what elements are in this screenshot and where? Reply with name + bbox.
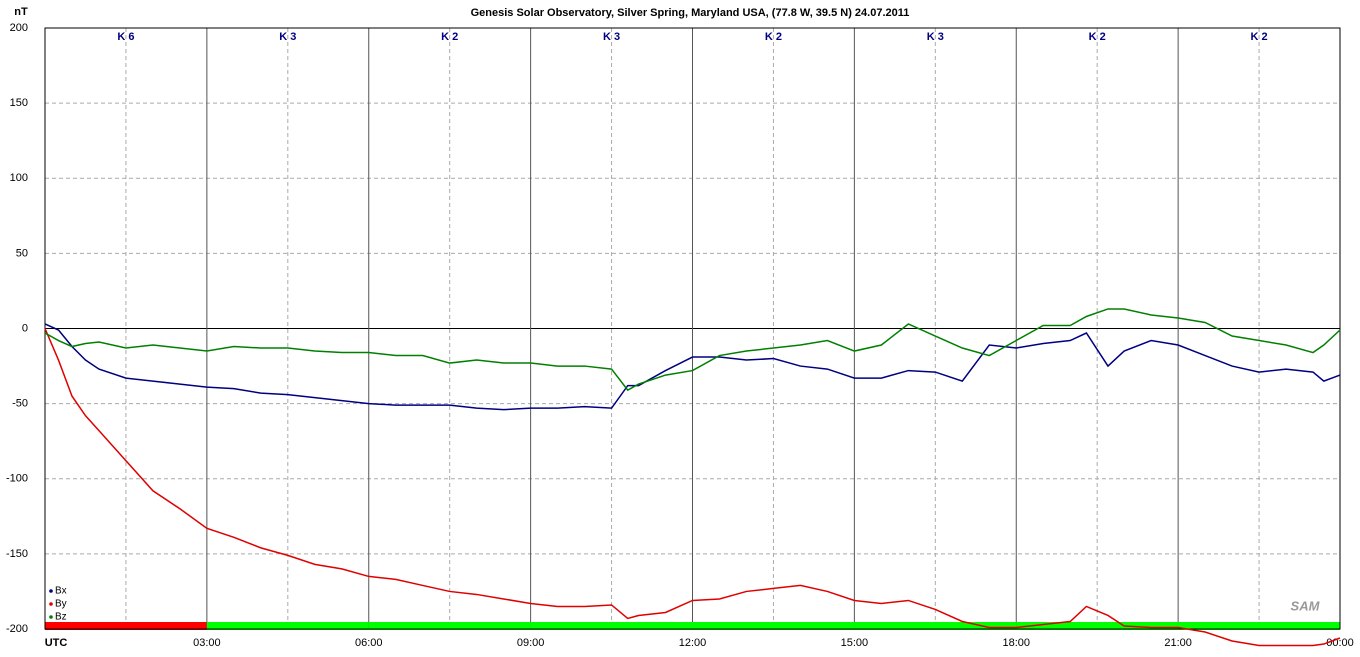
y-tick-label: 100 [10,172,28,184]
k-index-label: K 2 [1251,31,1268,43]
y-tick-label: 150 [10,97,28,109]
x-tick-label: 15:00 [841,637,869,649]
k-index-bar [530,622,693,630]
k-index-label: K 3 [279,31,296,43]
k-index-bar [45,622,207,630]
k-index-bar [1016,622,1179,630]
k-index-label: K 3 [603,31,620,43]
y-tick-label: -150 [6,548,28,560]
logo: SAM [1291,598,1321,613]
x-tick-label: 03:00 [193,637,221,649]
legend-label: By [55,599,67,610]
k-index-bar [692,622,855,630]
y-axis-label: nT [14,6,28,18]
series-line [44,308,1341,392]
x-tick-label: 09:00 [517,637,545,649]
series-line [44,328,1341,647]
k-index-bar [368,622,531,630]
y-tick-label: -100 [6,473,28,485]
x-tick-label: 06:00 [355,637,383,649]
x-tick-label: 12:00 [679,637,707,649]
k-index-bar [206,622,369,630]
y-tick-label: 200 [10,22,28,34]
k-index-label: K 6 [117,31,134,43]
y-tick-label: 50 [16,247,28,259]
chart-title: Genesis Solar Observatory, Silver Spring… [471,7,910,19]
x-tick-label: UTC [45,637,68,649]
legend-marker [49,615,53,619]
k-index-bar [1178,622,1340,630]
legend-marker [49,589,53,593]
y-tick-label: -200 [6,623,28,635]
series-line [44,323,1341,411]
k-index-label: K 3 [927,31,944,43]
legend-marker [49,602,53,606]
k-index-bar [854,622,1017,630]
x-tick-label: 18:00 [1002,637,1030,649]
k-index-label: K 2 [1089,31,1106,43]
y-tick-label: -50 [12,398,28,410]
k-index-label: K 2 [765,31,782,43]
x-tick-label: 21:00 [1164,637,1192,649]
legend-label: Bz [55,612,67,623]
k-index-label: K 2 [441,31,458,43]
y-tick-label: 0 [22,322,28,334]
legend-label: Bx [55,586,67,597]
